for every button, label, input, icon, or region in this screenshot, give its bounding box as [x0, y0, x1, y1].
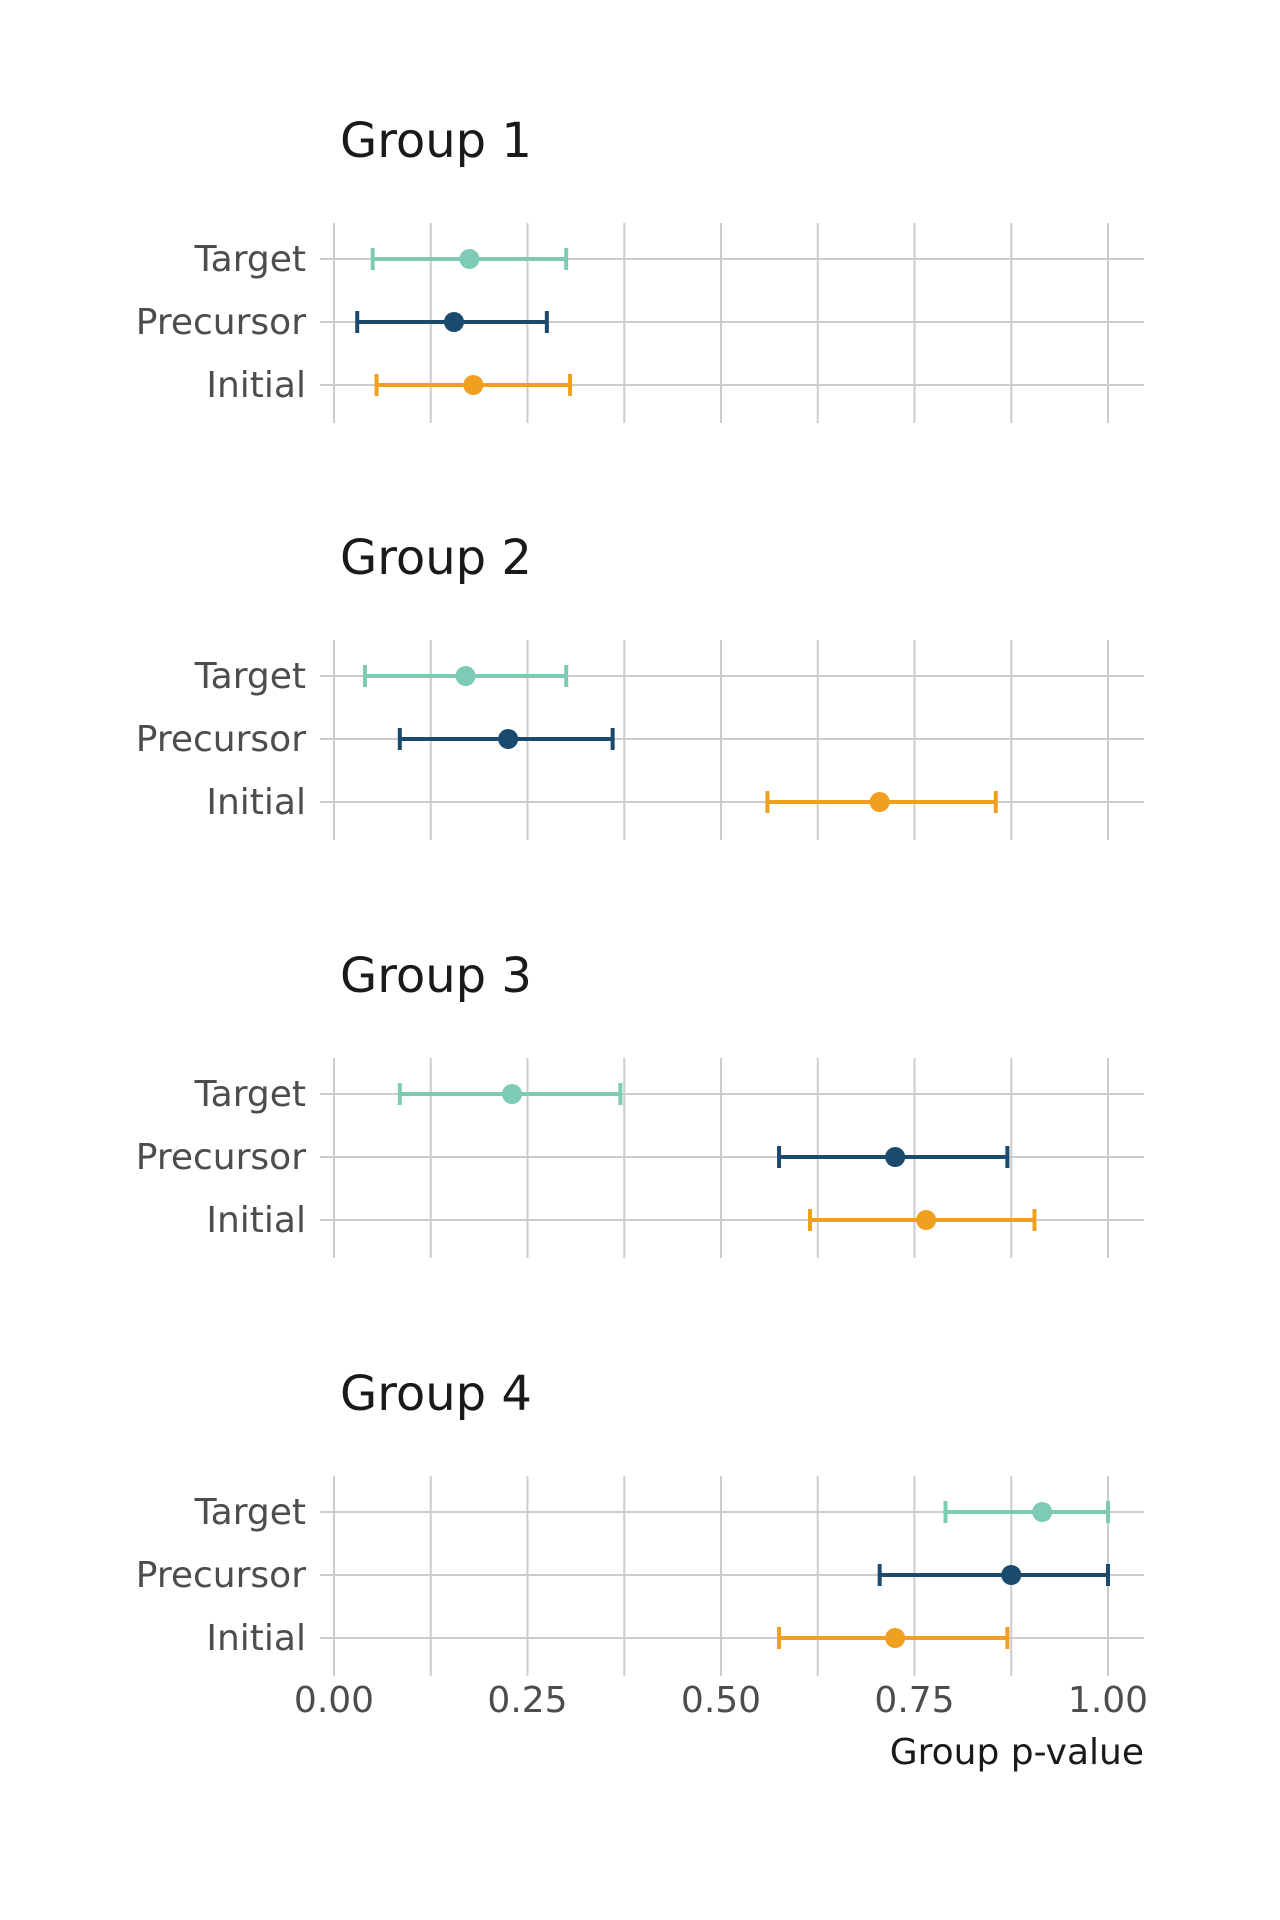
y-tick-label: Precursor [136, 719, 306, 760]
panel-title: Group 2 [340, 530, 532, 586]
y-tick-label: Initial [206, 1200, 306, 1241]
point-precursor [885, 1147, 906, 1167]
x-tick-label: 0.25 [487, 1680, 567, 1721]
x-tick-label: 0.75 [874, 1680, 954, 1721]
y-tick-label: Precursor [136, 302, 306, 343]
y-tick-label: Target [194, 239, 306, 280]
y-tick-label: Initial [206, 782, 306, 823]
point-target [455, 666, 476, 686]
panel-title: Group 1 [340, 113, 532, 169]
point-precursor [443, 312, 464, 332]
point-initial [916, 1210, 937, 1230]
x-tick-label: 0.50 [681, 1680, 761, 1721]
y-tick-label: Precursor [136, 1137, 306, 1178]
panel-title: Group 4 [340, 1366, 532, 1422]
x-axis-label: Group p-value [890, 1732, 1144, 1773]
panel-title: Group 3 [340, 948, 532, 1004]
point-precursor [498, 729, 519, 749]
y-tick-label: Target [194, 1074, 306, 1115]
point-target [502, 1084, 523, 1104]
y-tick-label: Initial [206, 365, 306, 406]
point-initial [463, 375, 484, 395]
y-tick-label: Initial [206, 1618, 306, 1659]
point-target [459, 249, 480, 269]
y-tick-label: Target [194, 1492, 306, 1533]
y-tick-label: Precursor [136, 1555, 306, 1596]
point-initial [869, 792, 890, 812]
x-tick-label: 1.00 [1068, 1680, 1148, 1721]
point-precursor [1001, 1565, 1022, 1585]
point-target [1032, 1502, 1053, 1522]
point-initial [885, 1628, 906, 1648]
y-tick-label: Target [194, 656, 306, 697]
x-tick-label: 0.00 [294, 1680, 374, 1721]
